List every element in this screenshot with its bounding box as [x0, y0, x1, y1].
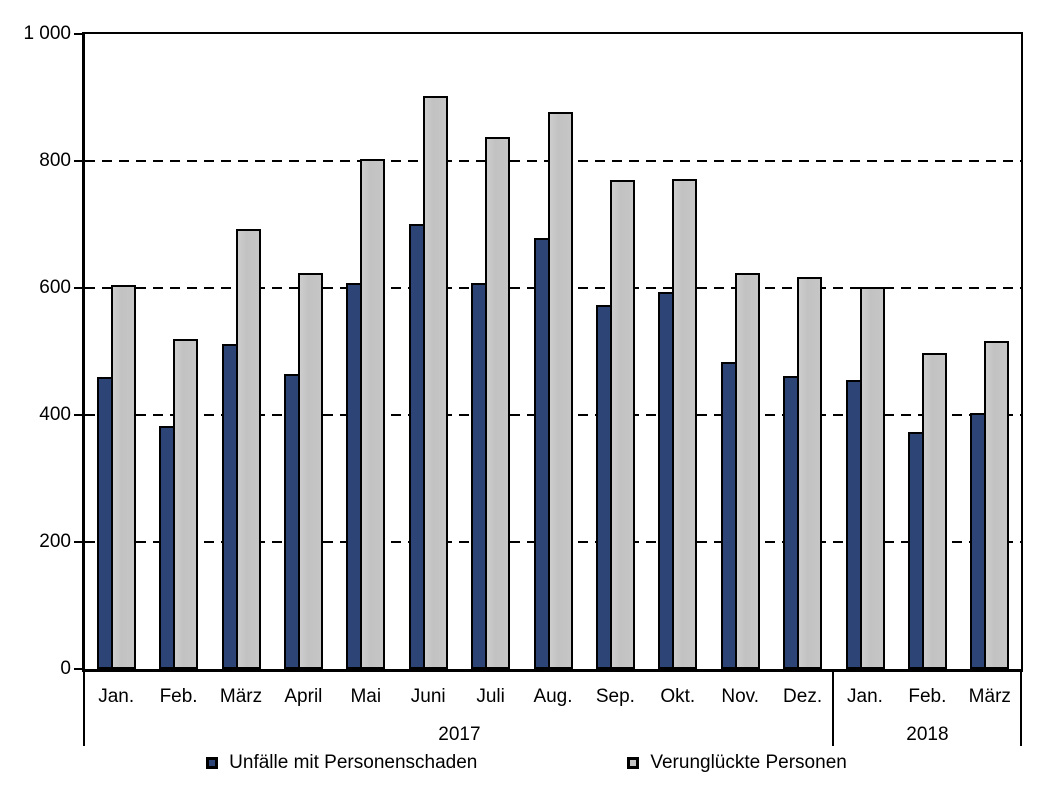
x-axis-label-13: Feb.: [908, 686, 947, 707]
bar-verungluckte-14: [984, 341, 1009, 669]
y-axis-label-600: 600: [39, 277, 71, 298]
year-separator: [831, 672, 834, 746]
x-axis-label-4: Mai: [350, 686, 382, 707]
legend-label-unfaelle: Unfälle mit Personenschaden: [229, 752, 478, 773]
year-separator-right: [1020, 672, 1022, 746]
bar-verungluckte-11: [797, 277, 822, 669]
legend-marker-verungluckte-icon: [627, 757, 640, 769]
y-axis-label-0: 0: [60, 658, 71, 679]
y-axis-label-200: 200: [39, 531, 71, 552]
y-axis-tick-200: [74, 541, 83, 543]
bar-verungluckte-3: [298, 273, 323, 669]
legend-marker-unfaelle-icon: [206, 757, 219, 769]
x-axis-label-3: April: [284, 686, 323, 707]
x-axis-label-12: Jan.: [847, 686, 883, 707]
y-axis-tick-800: [74, 160, 83, 162]
bar-verungluckte-2: [236, 229, 261, 669]
bar-verungluckte-6: [485, 137, 510, 669]
y-axis-label-1000: 1 000: [23, 23, 71, 44]
y-axis-tick-0: [74, 668, 83, 670]
x-axis-label-5: Juni: [410, 686, 446, 707]
legend-label-verungluckte: Verunglückte Personen: [650, 752, 847, 773]
bar-verungluckte-8: [610, 180, 635, 669]
year-label-2018: 2018: [906, 724, 949, 745]
bar-verungluckte-1: [173, 339, 198, 669]
x-axis-label-9: Okt.: [660, 686, 696, 707]
x-axis-label-11: Dez.: [783, 686, 823, 707]
x-axis-label-8: Sep.: [595, 686, 635, 707]
x-axis-label-0: Jan.: [98, 686, 135, 707]
bar-verungluckte-5: [423, 96, 448, 669]
x-axis-label-6: Juli: [476, 686, 505, 707]
bar-verungluckte-9: [672, 179, 697, 669]
y-axis-tick-600: [74, 287, 83, 289]
y-axis-label-400: 400: [39, 404, 71, 425]
x-axis-label-7: Aug.: [533, 686, 573, 707]
bar-verungluckte-13: [922, 353, 947, 669]
year-separator: [83, 672, 85, 746]
x-axis-label-1: Feb.: [159, 686, 198, 707]
bar-verungluckte-10: [735, 273, 760, 669]
legend-item-verungluckte: Verunglückte Personen: [627, 752, 847, 774]
y-axis-label-800: 800: [39, 150, 71, 171]
year-label-2017: 2017: [438, 724, 481, 745]
x-axis-label-14: März: [968, 686, 1011, 707]
bar-verungluckte-12: [860, 287, 885, 669]
y-axis-tick-1000: [74, 33, 83, 35]
bar-verungluckte-0: [111, 285, 136, 669]
bar-verungluckte-7: [548, 112, 573, 669]
legend-item-unfaelle: Unfälle mit Personenschaden: [206, 752, 477, 774]
y-axis-tick-400: [74, 414, 83, 416]
x-axis-label-2: März: [219, 686, 263, 707]
legend: Unfälle mit Personenschaden Verunglückte…: [0, 752, 1053, 774]
bar-verungluckte-4: [360, 159, 385, 669]
x-axis-label-10: Nov.: [721, 686, 760, 707]
